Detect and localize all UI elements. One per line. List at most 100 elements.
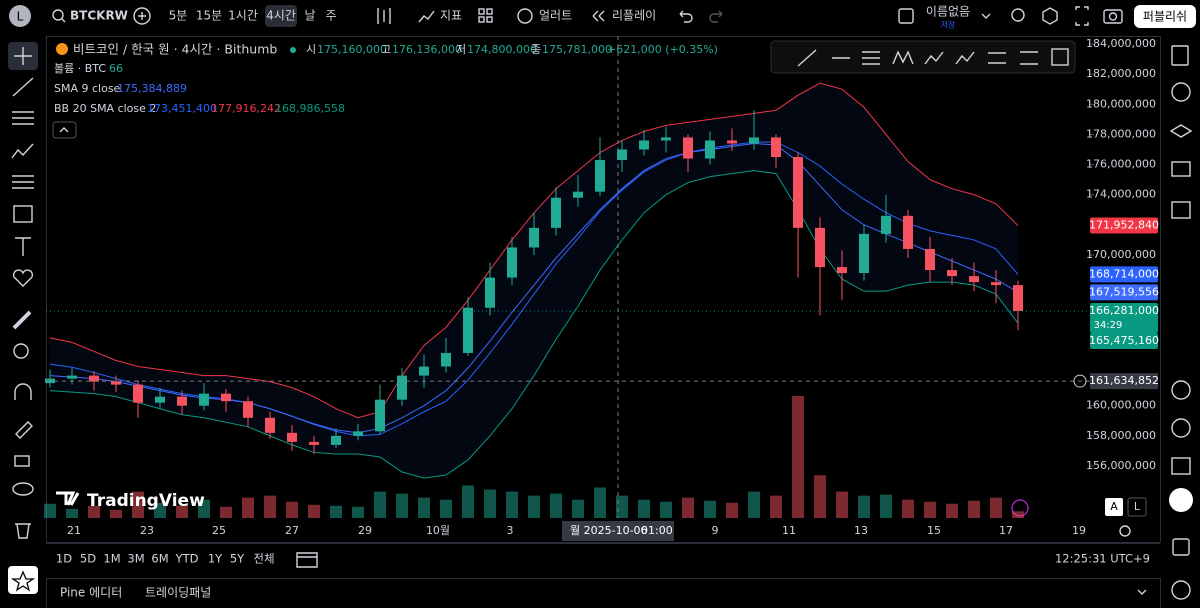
y-tick-label: 156,000,000 — [1086, 459, 1156, 472]
help-icon[interactable] — [1171, 418, 1191, 438]
text-tool[interactable] — [15, 237, 31, 256]
range-button[interactable]: 5Y — [230, 552, 245, 566]
apps-button[interactable] — [1169, 488, 1193, 512]
alert[interactable]: 얼러트 — [539, 9, 572, 23]
candle-body — [67, 375, 77, 379]
crosshair-tool[interactable] — [14, 47, 32, 65]
help2-icon[interactable] — [1171, 580, 1191, 600]
range-button[interactable]: 6M — [151, 552, 168, 566]
scale-settings[interactable] — [1119, 525, 1131, 537]
quick-search-icon[interactable] — [1011, 8, 1025, 22]
layout-name[interactable]: 이름없음 — [926, 5, 970, 19]
interval[interactable]: 날 — [304, 9, 315, 23]
delete-tool[interactable] — [15, 523, 31, 539]
auto-scale-button[interactable] — [1105, 498, 1123, 516]
avatar[interactable] — [9, 5, 31, 27]
undo-icon[interactable] — [679, 10, 693, 23]
compare-icon[interactable] — [133, 7, 151, 25]
bb-value: 177,916,242 — [211, 102, 281, 115]
chart-type-icon[interactable] — [377, 8, 391, 24]
calendar-icon[interactable] — [1171, 201, 1191, 219]
goto-date[interactable] — [296, 552, 318, 568]
target-icon[interactable] — [1171, 380, 1191, 400]
candle-body — [815, 227, 825, 268]
candle-body — [661, 137, 671, 141]
volume-bar — [726, 502, 738, 518]
chat-icon[interactable] — [1171, 161, 1191, 177]
ohlc-label: 고 — [381, 43, 391, 56]
range-button[interactable]: 1D — [56, 552, 72, 566]
message-icon[interactable] — [1172, 538, 1190, 556]
replay-icon[interactable] — [592, 10, 605, 22]
replay[interactable]: 리플레이 — [612, 9, 656, 23]
settings-icon[interactable] — [1042, 7, 1058, 25]
range-button[interactable]: 전체 — [253, 552, 274, 566]
indicator-icon[interactable] — [418, 10, 435, 23]
countdown: 34:29 — [1094, 320, 1123, 331]
interval[interactable]: 4시간 — [266, 9, 296, 23]
watchlist-star-bg[interactable] — [8, 566, 38, 594]
range-button[interactable]: YTD — [175, 552, 199, 566]
search-icon[interactable] — [52, 9, 64, 21]
log-scale-button[interactable] — [1127, 497, 1147, 517]
measure-tool[interactable] — [12, 310, 32, 330]
symbol[interactable]: BTCKRW — [70, 9, 128, 23]
volume-bar — [330, 505, 342, 518]
range-button[interactable]: 5D — [80, 552, 96, 566]
shape-tool[interactable] — [13, 205, 33, 223]
templates-icon[interactable] — [478, 8, 485, 15]
lock-tool[interactable] — [14, 455, 30, 467]
range-button[interactable]: 3M — [127, 552, 144, 566]
layout-menu[interactable] — [981, 13, 991, 19]
trendline-tool[interactable] — [12, 77, 34, 97]
interval[interactable]: 15분 — [196, 9, 222, 23]
volume-bar — [198, 499, 210, 518]
calendar2-icon[interactable] — [1171, 457, 1191, 475]
range-button[interactable]: 1Y — [208, 552, 223, 566]
scale-button[interactable]: A — [1110, 500, 1118, 513]
drawing-mode-tool[interactable] — [15, 421, 33, 439]
layout-icon[interactable] — [898, 8, 914, 24]
icon-tool[interactable] — [12, 269, 34, 287]
volume-bar — [946, 503, 958, 518]
sma-label: SMA 9 close — [54, 82, 121, 95]
publish-button[interactable] — [1134, 5, 1196, 28]
pattern-tool[interactable] — [11, 143, 34, 159]
alerts-icon[interactable] — [1171, 82, 1191, 102]
volume-bar — [638, 499, 650, 518]
fullscreen-icon[interactable] — [1075, 6, 1089, 26]
candle-body — [265, 417, 275, 433]
price-badge — [1090, 266, 1158, 283]
publish[interactable]: 퍼블리쉬 — [1143, 10, 1187, 24]
zoom-tool[interactable] — [13, 343, 29, 359]
legend-collapse[interactable] — [52, 121, 77, 139]
range-button[interactable]: 1M — [103, 552, 120, 566]
snapshot-icon[interactable] — [1103, 9, 1123, 24]
layers-icon[interactable] — [1169, 124, 1193, 138]
indicators[interactable]: 지표 — [440, 9, 462, 23]
change: +621,000 (+0.35%) — [607, 43, 718, 56]
candle-body — [947, 270, 957, 277]
tv-logo — [56, 491, 80, 506]
scale-button[interactable]: L — [1134, 500, 1141, 513]
panel-tab[interactable]: Pine 에디터 — [60, 586, 122, 600]
watchlist-icon[interactable] — [1171, 45, 1189, 66]
ohlc-value: 174,800,000 — [467, 43, 537, 56]
interval[interactable]: 5분 — [169, 9, 188, 23]
bb-value: 168,986,558 — [275, 102, 345, 115]
layout-status: 저장 — [941, 20, 956, 30]
interval[interactable]: 주 — [325, 9, 336, 23]
forecast-tool[interactable] — [12, 175, 34, 189]
interval[interactable]: 1시간 — [228, 9, 258, 23]
ohlc-value: 176,136,000 — [392, 43, 462, 56]
hide-tool[interactable] — [12, 482, 34, 496]
volume-bar — [462, 485, 474, 518]
panel-tab[interactable]: 트레이딩패널 — [145, 586, 211, 600]
fib-tool[interactable] — [12, 111, 34, 125]
volume-bar — [902, 499, 914, 518]
drawing-favorites-icons[interactable] — [797, 48, 1069, 67]
alert-icon[interactable] — [517, 8, 533, 24]
magnet-tool[interactable] — [14, 383, 32, 400]
x-tick-label: 25 — [212, 524, 226, 537]
panel-collapse[interactable] — [1137, 589, 1147, 595]
